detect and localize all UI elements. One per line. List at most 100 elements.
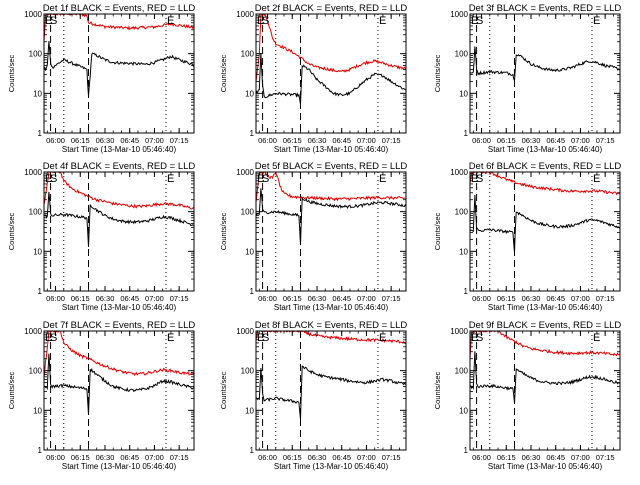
event-annotation-label: S (50, 15, 57, 27)
y-axis-label: Counts/sec (7, 54, 16, 92)
y-tick-label: 1 (250, 129, 255, 138)
panel-title: Det 3f BLACK = Events, RED = LLD (469, 3, 622, 14)
x-tick-label: 07:00 (357, 294, 376, 303)
event-annotation-label: E (593, 15, 600, 27)
event-annotation-label: E (167, 173, 174, 185)
x-tick-label: 06:00 (472, 453, 491, 462)
panel-title: Det 9f BLACK = Events, RED = LLD (469, 320, 622, 331)
y-tick-label: 100 (241, 208, 255, 217)
x-tick-label: 07:00 (145, 294, 164, 303)
y-tick-label: 100 (29, 208, 43, 217)
y-tick-label: 1 (38, 446, 43, 455)
event-annotation-label: E (45, 332, 52, 344)
y-axis-label: Counts/sec (7, 371, 16, 409)
x-tick-label: 06:15 (283, 136, 302, 145)
panel-det-2: Det 2f BLACK = Events, RED = LLD 1 10 100 10… (219, 3, 407, 154)
y-tick-label: 1 (464, 129, 469, 138)
panel-det-1: Det 1f BLACK = Events, RED = LLD 1 10 100 10… (7, 3, 195, 154)
y-tick-label: 1 (38, 129, 43, 138)
event-annotation-label: E (167, 15, 174, 27)
y-tick-label: 100 (241, 367, 255, 376)
x-tick-label: 07:15 (382, 136, 401, 145)
y-tick-label: 10 (245, 247, 254, 256)
x-tick-label: 06:30 (96, 136, 115, 145)
plot-frame (469, 13, 621, 134)
y-tick-label: 1 (250, 446, 255, 455)
y-tick-label: 1000 (236, 168, 254, 177)
event-annotation-label: S (476, 173, 483, 185)
event-annotation-label: E (257, 332, 264, 344)
event-annotation-label: S (50, 173, 57, 185)
y-axis-label: Counts/sec (433, 54, 442, 92)
y-tick-label: 1000 (450, 327, 468, 336)
events-series-line (256, 365, 406, 420)
panel-det-3: Det 3f BLACK = Events, RED = LLD 1 10 100 10… (433, 3, 621, 154)
y-axis-label: Counts/sec (433, 371, 442, 409)
plot-frame (469, 330, 621, 451)
x-tick-label: 07:15 (170, 136, 189, 145)
x-tick-label: 06:15 (497, 453, 516, 462)
x-tick-label: 07:00 (145, 453, 164, 462)
y-tick-label: 1 (464, 287, 469, 296)
y-tick-label: 1000 (24, 168, 42, 177)
x-tick-label: 06:15 (497, 136, 516, 145)
y-tick-label: 10 (245, 406, 254, 415)
panel-det-5: Det 5f BLACK = Events, RED = LLD 1 10 100 10… (219, 161, 407, 312)
series-group (470, 172, 620, 253)
x-tick-label: 06:00 (46, 294, 65, 303)
event-annotation-label: E (379, 332, 386, 344)
x-tick-label: 07:15 (596, 136, 615, 145)
y-tick-label: 10 (459, 406, 468, 415)
event-annotation-label: E (379, 15, 386, 27)
event-annotation-label: S (262, 173, 269, 185)
event-annotation-label: E (471, 173, 478, 185)
event-annotation-label: S (262, 332, 269, 344)
x-axis-label: Start Time (13-Mar-10 05:46:40) (488, 145, 603, 154)
x-tick-label: 06:00 (258, 136, 277, 145)
event-annotation-label: E (167, 332, 174, 344)
x-axis-label: Start Time (13-Mar-10 05:46:40) (274, 145, 389, 154)
y-axis-label: Counts/sec (7, 212, 16, 250)
x-tick-label: 07:15 (596, 294, 615, 303)
x-axis-label: Start Time (13-Mar-10 05:46:40) (62, 462, 177, 471)
x-tick-label: 06:00 (472, 136, 491, 145)
events-series-line (44, 353, 194, 415)
y-tick-label: 100 (241, 50, 255, 59)
x-tick-label: 06:30 (96, 294, 115, 303)
x-tick-label: 07:15 (382, 294, 401, 303)
y-tick-label: 10 (245, 89, 254, 98)
y-tick-label: 100 (29, 50, 43, 59)
x-tick-label: 07:00 (571, 294, 590, 303)
lld-series-line (470, 172, 620, 196)
y-tick-label: 1000 (450, 10, 468, 19)
y-axis-label: Counts/sec (219, 212, 228, 250)
lld-series-line (256, 14, 406, 83)
y-tick-label: 10 (459, 89, 468, 98)
x-tick-label: 06:15 (283, 453, 302, 462)
series-group (256, 331, 406, 420)
y-tick-label: 10 (33, 406, 42, 415)
event-annotation-label: E (593, 173, 600, 185)
panel-det-6: Det 6f BLACK = Events, RED = LLD 1 10 100 10… (433, 161, 621, 312)
x-axis-label: Start Time (13-Mar-10 05:46:40) (274, 303, 389, 312)
x-tick-label: 06:30 (308, 453, 327, 462)
events-series-line (470, 194, 620, 253)
x-tick-label: 06:30 (308, 294, 327, 303)
event-annotation-label: E (257, 173, 264, 185)
events-series-line (44, 41, 194, 97)
panel-title: Det 8f BLACK = Events, RED = LLD (255, 320, 408, 331)
panel-det-8: Det 8f BLACK = Events, RED = LLD 1 10 100 10… (219, 320, 407, 471)
x-tick-label: 06:30 (96, 453, 115, 462)
series-group (470, 46, 620, 81)
x-tick-label: 06:45 (120, 294, 139, 303)
y-axis-label: Counts/sec (219, 54, 228, 92)
series-group (44, 172, 194, 247)
lld-series-line (44, 331, 194, 378)
x-tick-label: 06:15 (71, 453, 90, 462)
x-tick-label: 06:30 (522, 453, 541, 462)
event-annotation-label: S (476, 332, 483, 344)
y-tick-label: 100 (455, 50, 469, 59)
events-series-line (470, 351, 620, 404)
